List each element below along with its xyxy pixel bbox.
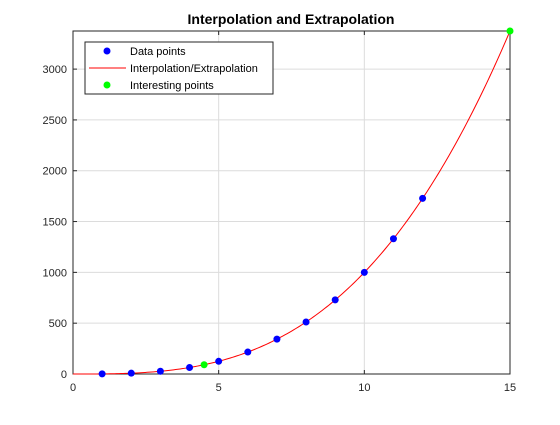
data-point [302, 318, 310, 326]
data-point [360, 268, 368, 276]
y-tick-labels: 0 500 1000 1500 2000 2500 3000 [43, 64, 67, 381]
data-point [419, 194, 427, 202]
data-point [331, 296, 339, 304]
ticks [72, 31, 511, 375]
data-point [244, 348, 252, 356]
y-tick-label: 3000 [43, 64, 67, 76]
interpolation-curve [73, 30, 511, 375]
data-point [127, 369, 135, 377]
data-point [98, 370, 106, 378]
legend-label-data-points: Data points [130, 46, 186, 58]
data-point [186, 363, 194, 371]
y-tick-label: 2000 [43, 166, 67, 178]
interesting-point [200, 361, 208, 369]
legend: Data points Interpolation/Extrapolation … [84, 41, 274, 95]
axes-box [72, 30, 511, 375]
legend-label-interpolation: Interpolation/Extrapolation [130, 63, 258, 75]
series [73, 27, 514, 378]
y-tick-label: 0 [61, 369, 67, 381]
y-tick-label: 500 [49, 318, 67, 330]
x-tick-label: 5 [216, 382, 222, 394]
legend-label-interesting-points: Interesting points [130, 80, 214, 92]
legend-marker-data-points [103, 47, 111, 55]
x-tick-label: 15 [504, 382, 516, 394]
y-tick-label: 1000 [43, 267, 67, 279]
x-tick-label: 0 [70, 382, 76, 394]
data-point [273, 335, 281, 343]
data-point [389, 235, 397, 243]
chart-title: Interpolation and Extrapolation [188, 11, 395, 27]
x-tick-label: 10 [358, 382, 370, 394]
legend-marker-interesting-points [103, 81, 111, 89]
data-point [215, 357, 223, 365]
y-tick-label: 2500 [43, 115, 67, 127]
interesting-point [506, 27, 514, 35]
x-tick-labels: 0 5 10 15 [70, 382, 516, 394]
y-tick-label: 1500 [43, 217, 67, 229]
data-point [156, 367, 164, 375]
